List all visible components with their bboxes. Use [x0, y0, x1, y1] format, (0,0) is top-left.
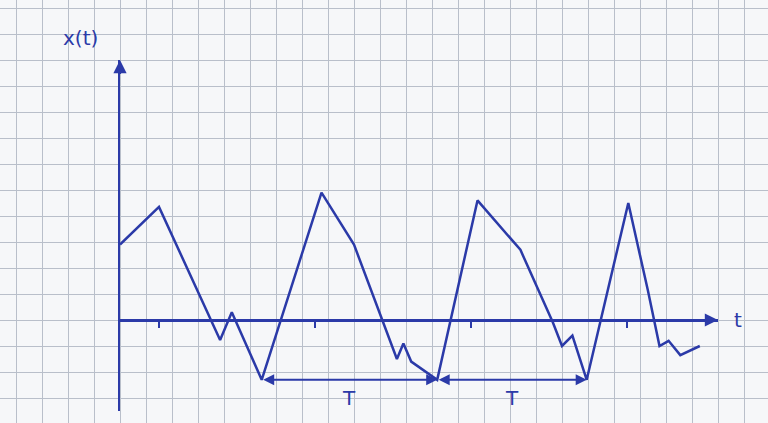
svg-text:T: T: [342, 386, 356, 410]
svg-text:x(t): x(t): [63, 26, 98, 50]
svg-text:t: t: [734, 308, 742, 332]
svg-text:T: T: [505, 386, 519, 410]
